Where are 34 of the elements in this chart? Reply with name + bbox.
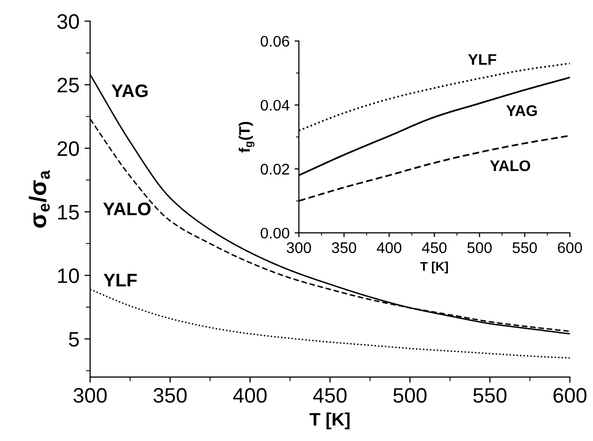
series-label: YLF xyxy=(468,54,496,65)
y-tick-label: 5 xyxy=(68,332,79,347)
x-tick-label: 600 xyxy=(554,388,586,403)
series-label: YAG xyxy=(112,84,148,98)
y-tick-label: 0.06 xyxy=(260,36,290,47)
y-tick-label: 15 xyxy=(58,205,79,220)
x-tick-label: 450 xyxy=(422,242,447,254)
y-tick-label: 30 xyxy=(57,14,79,29)
y-tick-label: 0.02 xyxy=(260,164,290,175)
x-axis-title: T [K] xyxy=(420,262,448,274)
y-tick-label: 0.04 xyxy=(260,100,290,111)
series-label: YAG xyxy=(506,105,537,116)
x-tick-label: 600 xyxy=(558,242,582,254)
series-label: YLF xyxy=(104,274,137,286)
y-axis-title: σ$_{e}$/σ$_{a}$ xyxy=(28,170,50,228)
x-tick-label: 400 xyxy=(376,242,402,254)
x-tick-label: 400 xyxy=(233,388,267,403)
x-tick-label: 300 xyxy=(286,242,312,254)
series-label: YALO xyxy=(103,202,151,216)
x-tick-label: 500 xyxy=(393,388,427,403)
x-tick-label: 350 xyxy=(332,242,356,254)
x-tick-label: 550 xyxy=(473,388,506,403)
x-tick-label: 350 xyxy=(154,388,187,403)
x-tick-label: 550 xyxy=(512,242,537,254)
y-axis-title: f$_{g}$(T) xyxy=(238,122,254,153)
y-tick-label: 0.00 xyxy=(260,228,290,239)
y-tick-label: 10 xyxy=(58,268,79,284)
series-label: YALO xyxy=(490,160,530,172)
x-tick-label: 450 xyxy=(313,388,347,403)
y-tick-label: 20 xyxy=(58,141,79,156)
y-tick-label: 25 xyxy=(58,78,79,92)
x-axis-title: T [K] xyxy=(310,412,350,430)
x-tick-label: 300 xyxy=(74,388,107,403)
x-tick-label: 500 xyxy=(467,242,492,254)
